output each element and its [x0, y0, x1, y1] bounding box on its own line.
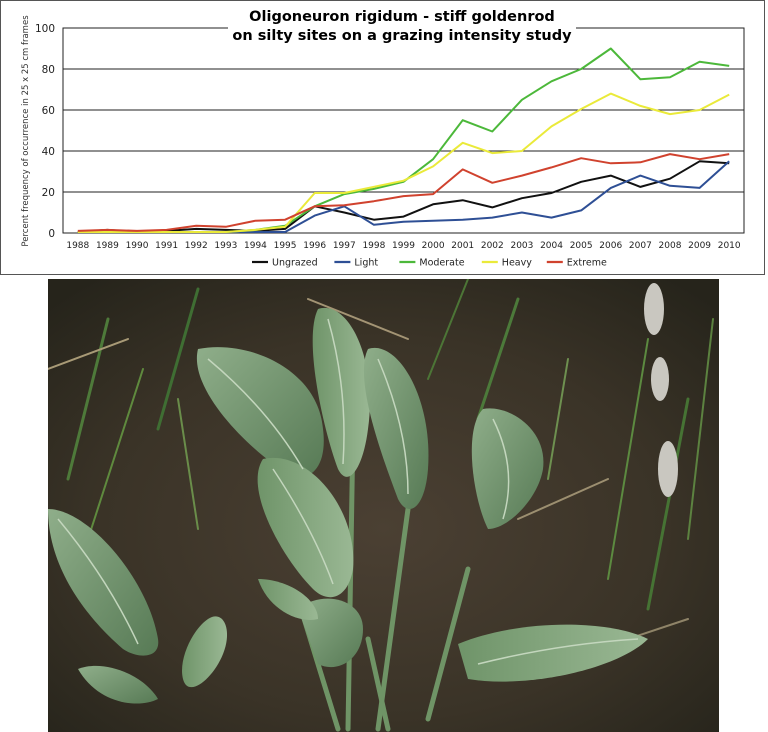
x-tick-label: 2006 — [599, 241, 622, 251]
x-tick-label: 2007 — [629, 241, 652, 251]
x-axis-ticks: 1988 1989 1990 1991 1992 1993 1994 1995 1996 1997… — [66, 241, 741, 251]
legend-label: Ungrazed — [272, 258, 318, 269]
chart-title: Oligoneuron rigidum - stiff goldenrod on… — [228, 8, 576, 46]
x-tick-label: 1993 — [214, 241, 237, 251]
x-tick-label: 2002 — [481, 241, 504, 251]
legend-label: Heavy — [502, 258, 532, 269]
x-tick-label: 2003 — [510, 241, 533, 251]
series-line-heavy — [77, 92, 730, 233]
y-tick-label: 100 — [35, 23, 55, 35]
x-tick-label: 1992 — [185, 241, 208, 251]
y-tick-label: 80 — [42, 64, 55, 76]
grid-lines — [63, 68, 744, 193]
y-axis-ticks: 0 20 40 60 80 100 — [35, 23, 55, 240]
x-tick-label: 1990 — [126, 241, 149, 251]
legend-label: Extreme — [567, 258, 607, 269]
x-tick-label: 1989 — [96, 241, 119, 251]
chart-title-line1: Oligoneuron rigidum - stiff goldenrod — [249, 9, 555, 25]
y-tick-label: 0 — [48, 228, 55, 240]
soil-background — [48, 279, 719, 732]
series-lines — [77, 47, 730, 233]
y-tick-label: 40 — [42, 146, 55, 158]
chart-panel: 0 20 40 60 80 100 1988 1989 1990 1991 1992 1993 199… — [0, 0, 765, 275]
x-tick-label: 2004 — [540, 241, 563, 251]
series-line-ungrazed — [77, 160, 730, 233]
y-tick-label: 60 — [42, 105, 55, 117]
x-tick-label: 1999 — [392, 241, 415, 251]
legend-label: Light — [354, 258, 378, 269]
leaf-midribs — [57, 318, 639, 665]
x-tick-label: 2010 — [718, 241, 741, 251]
x-tick-label: 2005 — [570, 241, 593, 251]
x-tick-label: 1996 — [303, 241, 326, 251]
dry-seedhead — [644, 283, 678, 497]
x-tick-label: 1995 — [274, 241, 297, 251]
x-tick-label: 2009 — [688, 241, 711, 251]
x-tick-label: 1988 — [66, 241, 89, 251]
legend: Ungrazed Light Moderate Heavy Extreme — [252, 258, 607, 269]
x-tick-label: 2008 — [659, 241, 682, 251]
legend-label: Moderate — [419, 258, 464, 269]
chart-subtitle: on silty sites on a grazing intensity st… — [232, 28, 572, 44]
plant-photo — [48, 279, 719, 732]
x-tick-label: 2000 — [422, 241, 445, 251]
chart-border — [0, 0, 765, 275]
leaves — [48, 307, 648, 704]
x-tick-label: 1997 — [333, 241, 356, 251]
x-tick-label: 1998 — [362, 241, 385, 251]
series-line-extreme — [77, 153, 730, 232]
x-tick-label: 2001 — [451, 241, 474, 251]
x-tick-label: 1991 — [155, 241, 178, 251]
y-axis-label: Percent frequency of occurrence in 25 x … — [21, 15, 31, 247]
x-tick-label: 1994 — [244, 241, 267, 251]
y-tick-label: 20 — [42, 187, 55, 199]
line-chart: 0 20 40 60 80 100 1988 1989 1990 1991 1992 1993 199… — [0, 0, 765, 275]
